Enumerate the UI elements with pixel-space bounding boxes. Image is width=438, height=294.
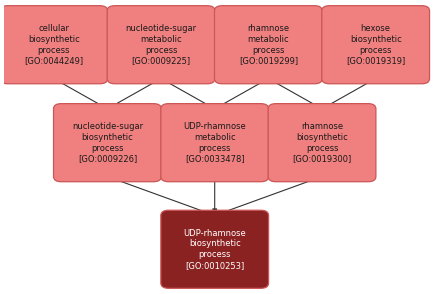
FancyBboxPatch shape (0, 6, 108, 84)
Text: UDP-rhamnose
metabolic
process
[GO:0033478]: UDP-rhamnose metabolic process [GO:00334… (184, 122, 246, 163)
FancyBboxPatch shape (161, 210, 268, 288)
Text: cellular
biosynthetic
process
[GO:0044249]: cellular biosynthetic process [GO:004424… (24, 24, 83, 65)
Text: rhamnose
metabolic
process
[GO:0019299]: rhamnose metabolic process [GO:0019299] (239, 24, 298, 65)
Text: nucleotide-sugar
biosynthetic
process
[GO:0009226]: nucleotide-sugar biosynthetic process [G… (72, 122, 143, 163)
Text: nucleotide-sugar
metabolic
process
[GO:0009225]: nucleotide-sugar metabolic process [GO:0… (126, 24, 197, 65)
FancyBboxPatch shape (107, 6, 215, 84)
FancyBboxPatch shape (53, 104, 161, 182)
Text: rhamnose
biosynthetic
process
[GO:0019300]: rhamnose biosynthetic process [GO:001930… (293, 122, 352, 163)
FancyBboxPatch shape (322, 6, 430, 84)
Text: UDP-rhamnose
biosynthetic
process
[GO:0010253]: UDP-rhamnose biosynthetic process [GO:00… (184, 229, 246, 270)
FancyBboxPatch shape (161, 104, 268, 182)
Text: hexose
biosynthetic
process
[GO:0019319]: hexose biosynthetic process [GO:0019319] (346, 24, 405, 65)
FancyBboxPatch shape (268, 104, 376, 182)
FancyBboxPatch shape (215, 6, 322, 84)
